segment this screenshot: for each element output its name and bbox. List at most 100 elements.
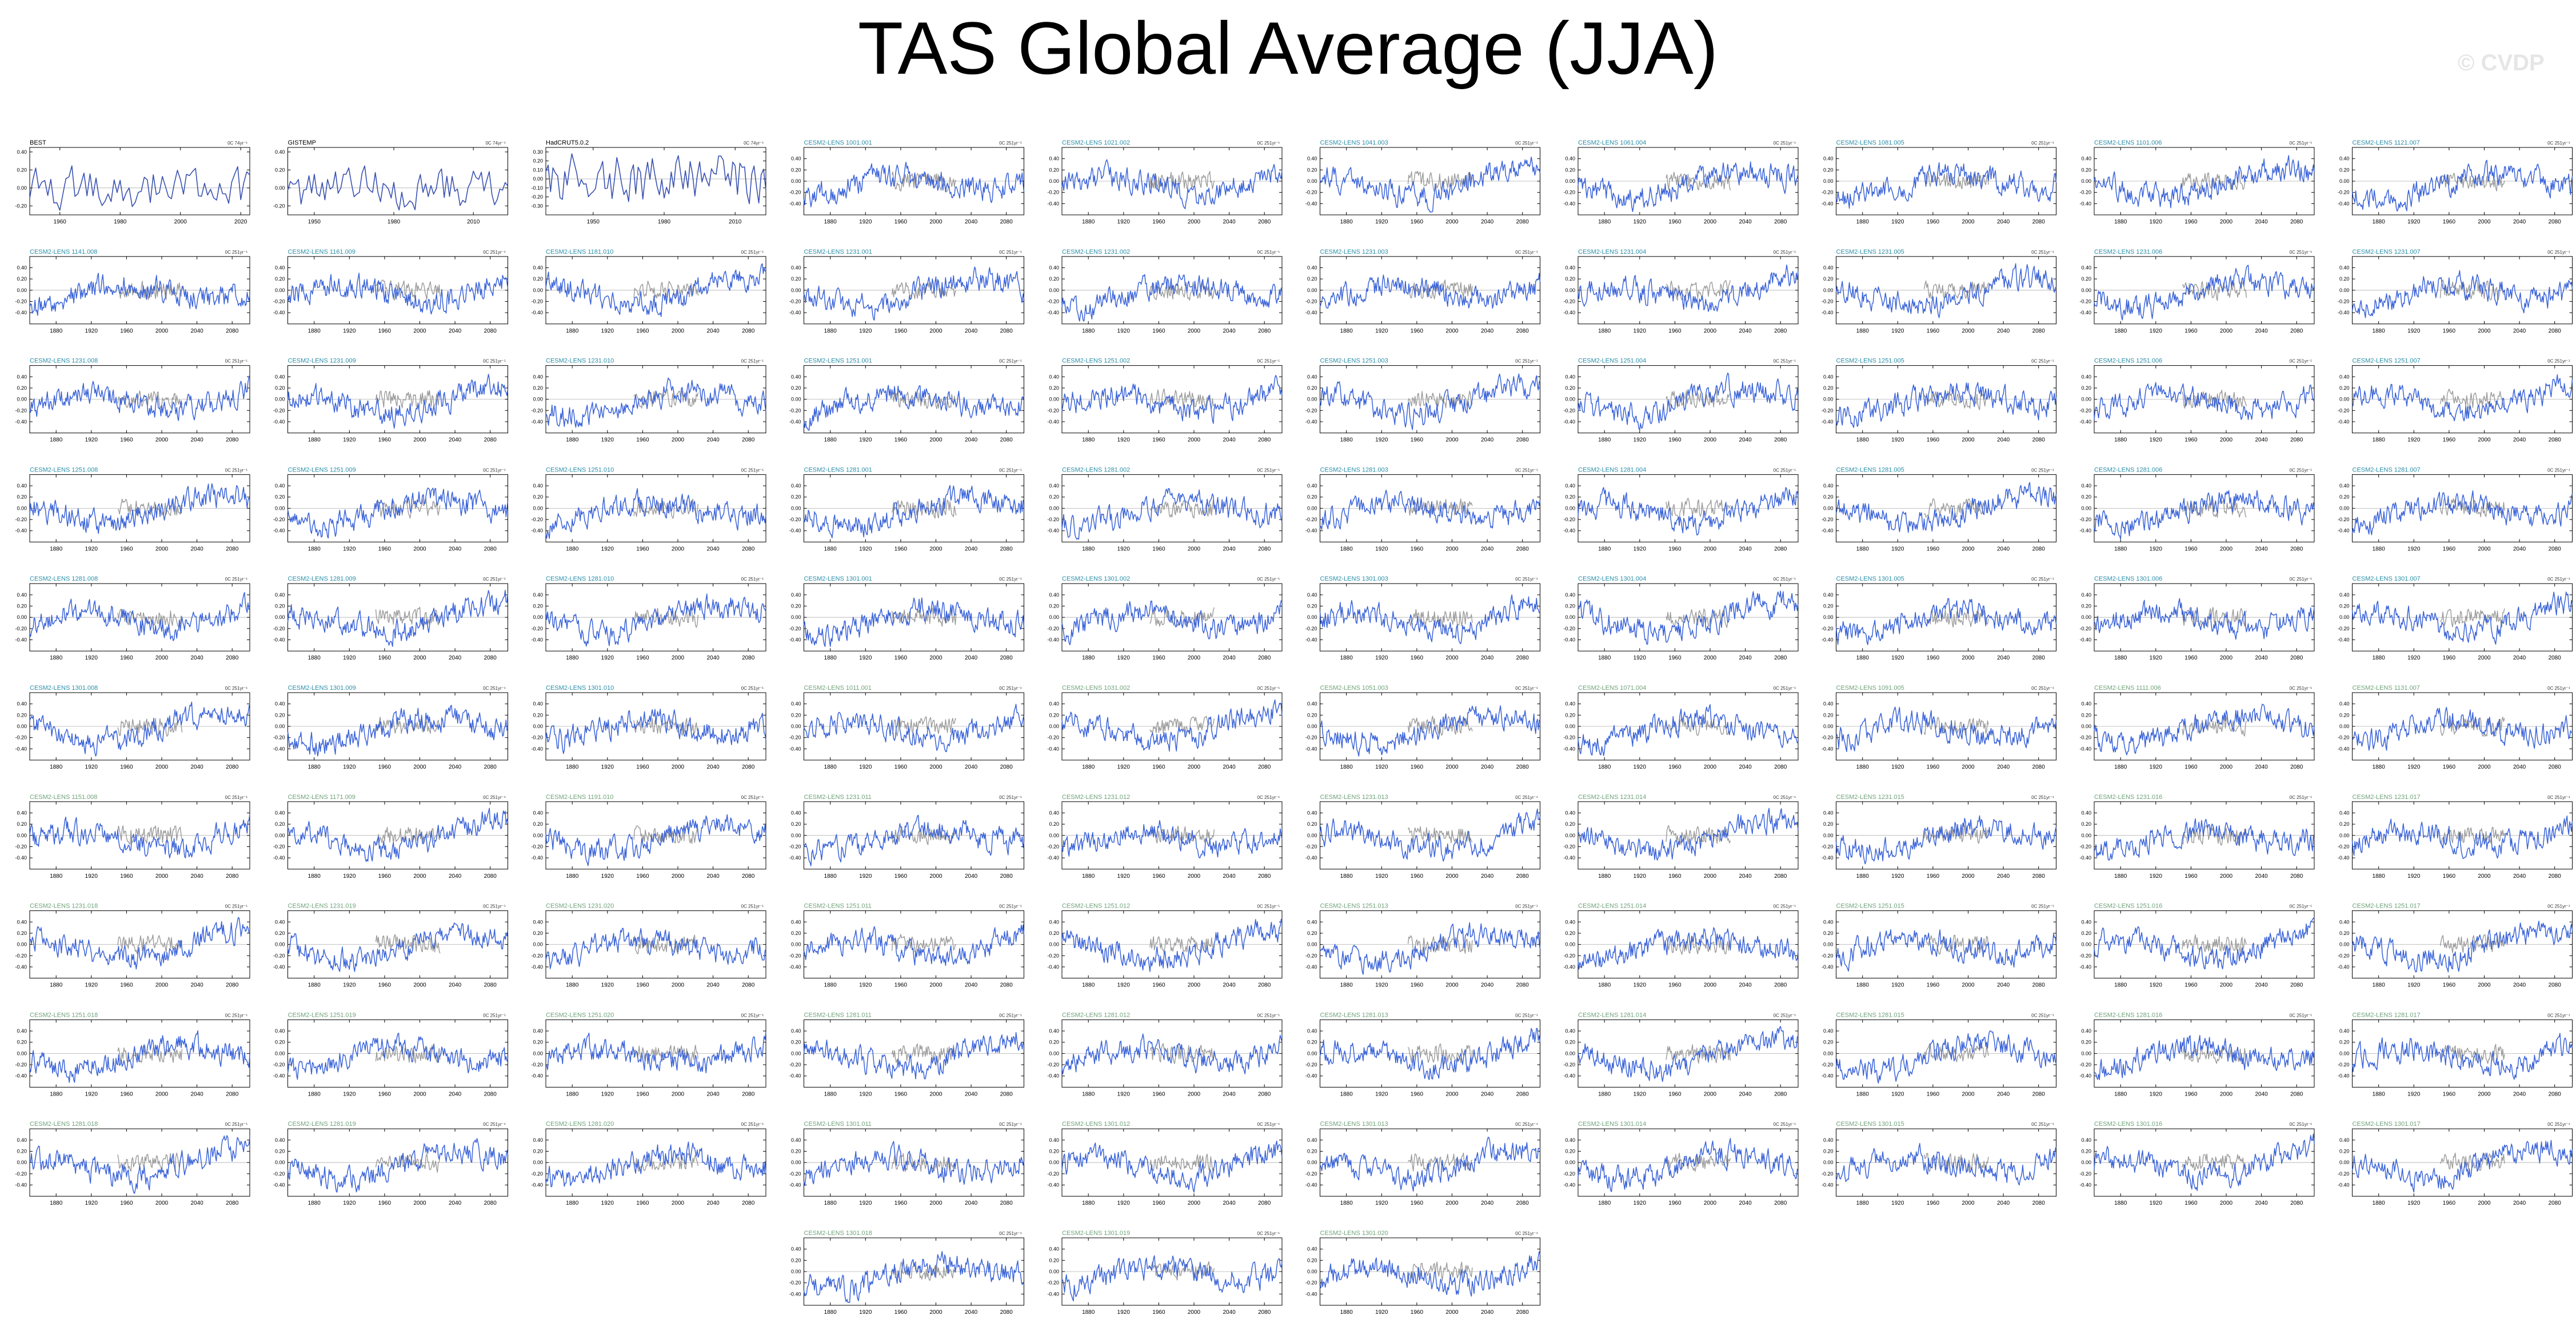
panel-title: CESM2-LENS 1231.005 <box>1836 249 1904 255</box>
y-tick-label: 0.40 <box>1307 156 1317 162</box>
x-tick-label: 2000 <box>174 219 187 225</box>
panel-title: CESM2-LENS 1231.011 <box>804 794 872 801</box>
x-tick-label: 1880 <box>1598 764 1611 770</box>
panel-trend-label: 0C 251yr⁻¹ <box>741 467 764 473</box>
y-tick-label: 0.40 <box>1049 265 1059 270</box>
y-tick-label: 0.00 <box>275 724 285 729</box>
y-tick-label: -0.40 <box>1305 1291 1317 1297</box>
x-tick-label: 1960 <box>1152 437 1165 443</box>
panel: CESM2-LENS 1301.016 0C 251yr⁻¹-0.40-0.200… <box>2079 1121 2315 1206</box>
x-tick-label: 2040 <box>1739 1091 1752 1097</box>
panel-title: CESM2-LENS 1301.010 <box>546 685 614 692</box>
x-tick-label: 2080 <box>2290 437 2303 443</box>
x-tick-label: 1880 <box>1598 1200 1611 1206</box>
y-tick-label: 0.20 <box>1307 603 1317 609</box>
x-tick-label: 1960 <box>1927 982 1940 989</box>
x-tick-label: 2080 <box>2549 328 2562 334</box>
x-tick-label: 2080 <box>2549 655 2562 661</box>
obs-reference-line <box>117 1045 183 1063</box>
y-tick-label: 0.20 <box>2339 821 2350 827</box>
x-tick-label: 1960 <box>2443 1200 2456 1206</box>
x-tick-label: 1880 <box>1856 1200 1870 1206</box>
x-tick-label: 1880 <box>50 546 63 552</box>
panel-title: HadCRUT5.0.2 <box>546 139 589 146</box>
panel-frame <box>545 147 766 215</box>
y-tick-label: 0.20 <box>1565 712 1575 718</box>
x-tick-label: 1920 <box>85 764 98 770</box>
model-series-line <box>2351 591 2573 645</box>
x-tick-label: 2040 <box>2255 219 2268 225</box>
x-tick-label: 1920 <box>85 873 98 880</box>
x-tick-label: 1920 <box>85 546 98 552</box>
x-tick-label: 2080 <box>1258 1091 1271 1097</box>
y-tick-label: -0.40 <box>2079 528 2091 534</box>
x-tick-label: 2040 <box>1223 1200 1236 1206</box>
x-tick-label: 2000 <box>1704 655 1717 661</box>
x-tick-label: 1880 <box>2373 873 2386 880</box>
x-tick-label: 2000 <box>413 764 426 770</box>
x-tick-label: 1920 <box>2150 764 2163 770</box>
panel: CESM2-LENS 1071.004 0C 251yr⁻¹-0.40-0.200… <box>1563 685 1799 770</box>
y-tick-label: 0.00 <box>1307 1050 1317 1056</box>
panel-trend-label: 0C 251yr⁻¹ <box>483 467 506 473</box>
y-tick-label: 0.40 <box>1307 1028 1317 1034</box>
x-tick-label: 2080 <box>1774 437 1787 443</box>
panel-trend-label: 0C 251yr⁻¹ <box>1774 467 1796 473</box>
x-tick-label: 2040 <box>449 328 462 334</box>
x-tick-label: 2080 <box>2032 873 2046 880</box>
panel-title: CESM2-LENS 1251.004 <box>1578 358 1646 365</box>
x-tick-label: 2080 <box>1774 546 1787 552</box>
y-tick-label: 0.20 <box>791 1149 801 1154</box>
x-tick-label: 1960 <box>2184 328 2198 334</box>
x-tick-label: 1880 <box>1082 982 1095 989</box>
y-tick-label: 0.20 <box>2339 1149 2350 1154</box>
panel: CESM2-LENS 1231.012 0C 251yr⁻¹-0.40-0.200… <box>1047 794 1283 880</box>
x-tick-label: 1880 <box>1856 437 1870 443</box>
y-tick-label: -0.40 <box>1305 310 1317 315</box>
y-tick-label: 0.00 <box>2339 178 2350 184</box>
y-tick-label: 0.40 <box>1823 701 1834 707</box>
panel-trend-label: 0C 251yr⁻¹ <box>1257 141 1280 146</box>
panel: CESM2-LENS 1281.011 0C 251yr⁻¹-0.40-0.200… <box>789 1012 1025 1097</box>
x-tick-label: 1960 <box>1668 873 1682 880</box>
y-tick-label: -0.20 <box>1047 190 1059 195</box>
x-tick-label: 1880 <box>1082 873 1095 880</box>
x-tick-label: 1960 <box>894 219 908 225</box>
panel-title: CESM2-LENS 1281.005 <box>1836 466 1904 473</box>
x-tick-label: 2080 <box>226 1091 239 1097</box>
x-tick-label: 2080 <box>742 328 755 334</box>
panel-trend-label: 0C 251yr⁻¹ <box>1515 250 1538 255</box>
y-tick-label: -0.20 <box>2338 298 2350 304</box>
panel-trend-label: 0C 251yr⁻¹ <box>1257 1122 1280 1127</box>
panel: CESM2-LENS 1231.008 0C 251yr⁻¹-0.40-0.200… <box>15 358 250 443</box>
y-tick-label: -0.20 <box>1822 735 1834 741</box>
x-tick-label: 2040 <box>1223 328 1236 334</box>
x-tick-label: 1880 <box>50 873 63 880</box>
y-tick-label: 0.00 <box>2339 505 2350 511</box>
y-tick-label: 0.40 <box>2081 156 2091 162</box>
x-tick-label: 1920 <box>343 873 356 880</box>
y-tick-label: 0.20 <box>275 930 285 936</box>
x-tick-label: 2000 <box>1445 546 1459 552</box>
x-tick-label: 2040 <box>2513 437 2526 443</box>
x-tick-label: 1920 <box>601 873 614 880</box>
panel-title: CESM2-LENS 1281.002 <box>1062 466 1130 473</box>
y-tick-label: -0.40 <box>531 419 543 425</box>
x-tick-label: 2080 <box>484 873 497 880</box>
panel: CESM2-LENS 1051.003 0C 251yr⁻¹-0.40-0.200… <box>1305 685 1540 770</box>
x-tick-label: 2040 <box>2255 982 2268 989</box>
panel: CESM2-LENS 1231.019 0C 251yr⁻¹-0.40-0.200… <box>273 903 509 989</box>
y-tick-label: -0.40 <box>273 310 285 315</box>
y-tick-label: 0.40 <box>1307 919 1317 925</box>
panel-trend-label: 0C 251yr⁻¹ <box>483 904 506 909</box>
model-series-line <box>1319 808 1541 862</box>
y-tick-label: 0.00 <box>1307 833 1317 838</box>
panel: CESM2-LENS 1281.012 0C 251yr⁻¹-0.40-0.200… <box>1047 1012 1283 1097</box>
x-tick-label: 2080 <box>226 328 239 334</box>
y-tick-label: -0.20 <box>2338 844 2350 849</box>
x-tick-label: 2000 <box>1704 982 1717 989</box>
x-tick-label: 2000 <box>1445 1309 1459 1316</box>
y-tick-label: -0.20 <box>1047 407 1059 413</box>
x-tick-label: 2040 <box>1481 655 1494 661</box>
y-tick-label: 0.00 <box>17 614 27 620</box>
